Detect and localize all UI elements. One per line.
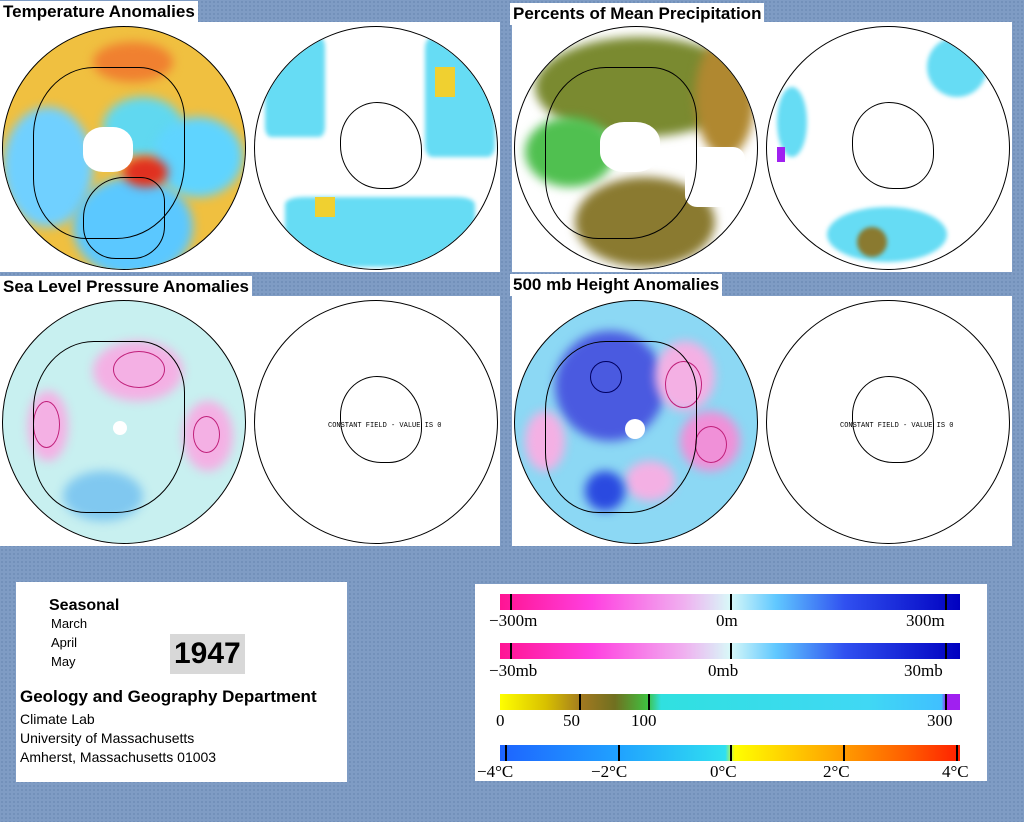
temperature-panel [0,22,500,272]
temp-label-0: 0°C [710,762,737,781]
precipitation-panel [512,22,1012,272]
precipitation-title: Percents of Mean Precipitation [510,3,765,25]
pressure-scale-bar [500,643,960,659]
pressure-label-min: −30mb [489,661,538,680]
height-globe-southern: CONSTANT FIELD - VALUE IS 0 [766,300,1010,544]
temp-label-neg4: −4°C [477,762,514,781]
info-box: Seasonal March April May 1947 Geology an… [16,582,347,782]
month-1: March [51,616,88,631]
pressure-label-mid: 0mb [708,661,739,680]
precip-scale-bar [500,694,960,710]
university-label: University of Massachusetts [20,730,195,746]
precip-label-0: 0 [496,711,505,730]
precip-label-300: 300 [927,711,953,730]
precipitation-globe-northern [514,26,758,270]
color-legend: −300m 0m 300m −30mb 0mb 30mb 0 50 100 30… [475,584,987,781]
temperature-title: Temperature Anomalies [0,1,198,23]
period-label: Seasonal [49,597,120,614]
height-500mb-title: 500 mb Height Anomalies [510,274,723,296]
precip-label-50: 50 [563,711,580,730]
address-label: Amherst, Massachusetts 01003 [20,749,217,765]
height-label-min: −300m [489,611,538,630]
height-500mb-panel: CONSTANT FIELD - VALUE IS 0 [512,296,1012,546]
temperature-scale-bar [500,745,960,761]
temperature-globe-southern [254,26,498,270]
year-label: 1947 [170,634,245,674]
temp-label-2: 2°C [823,762,850,781]
slp-globe-southern: CONSTANT FIELD - VALUE IS 0 [254,300,498,544]
month-2: April [51,635,78,650]
temp-label-4: 4°C [942,762,969,781]
slp-globe-northern [2,300,246,544]
temp-label-neg2: −2°C [591,762,628,781]
pressure-label-max: 30mb [904,661,943,680]
height-constant-field-note: CONSTANT FIELD - VALUE IS 0 [840,422,954,430]
temperature-globe-northern [2,26,246,270]
height-label-mid: 0m [716,611,738,630]
month-3: May [51,654,76,669]
sea-level-pressure-panel: CONSTANT FIELD - VALUE IS 0 [0,296,500,546]
slp-constant-field-note: CONSTANT FIELD - VALUE IS 0 [328,422,442,430]
department-label: Geology and Geography Department [20,687,317,706]
precip-label-100: 100 [631,711,657,730]
sea-level-pressure-title: Sea Level Pressure Anomalies [0,276,253,298]
lab-label: Climate Lab [20,711,95,727]
height-scale-bar [500,594,960,610]
precipitation-globe-southern [766,26,1010,270]
height-globe-northern [514,300,758,544]
height-label-max: 300m [906,611,945,630]
